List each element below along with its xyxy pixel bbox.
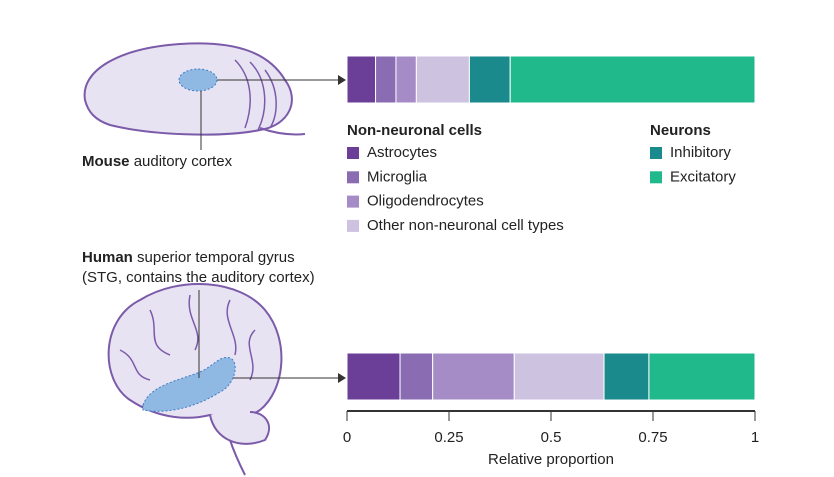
legend-label: Astrocytes — [367, 144, 437, 161]
bar-segment — [513, 352, 605, 401]
human-brain — [107, 283, 346, 476]
x-tick-label: 0 — [343, 429, 351, 446]
category-name: Mouse — [82, 153, 130, 170]
bar-segment — [375, 55, 397, 104]
bar-segment — [346, 352, 401, 401]
bar-segment — [346, 55, 377, 104]
legend-title: Neurons — [650, 122, 711, 139]
bar-segment — [509, 55, 756, 104]
legend-label: Excitatory — [670, 168, 736, 185]
legend-swatch — [650, 147, 662, 159]
legend-label: Inhibitory — [670, 144, 731, 161]
category-label: Mouse auditory cortex — [82, 153, 233, 170]
mouse-brain — [83, 42, 346, 150]
legend-title: Non-neuronal cells — [347, 122, 482, 139]
legend-swatch — [347, 195, 359, 208]
bar-segment — [395, 55, 417, 104]
legend-label: Microglia — [367, 168, 428, 185]
bar-segment — [468, 55, 511, 104]
bar-segment — [432, 352, 515, 401]
legend-swatch — [347, 147, 359, 159]
legend-label: Other non-neuronal cell types — [367, 217, 564, 234]
category-description: (STG, contains the auditory cortex) — [82, 269, 315, 286]
bar-segment — [648, 352, 756, 401]
x-tick-label: 0.5 — [541, 429, 562, 446]
category-label: (STG, contains the auditory cortex) — [82, 269, 315, 286]
x-tick-label: 0.25 — [434, 429, 463, 446]
category-description: superior temporal gyrus — [137, 249, 295, 266]
bar-segment — [415, 55, 470, 104]
bar-segment — [603, 352, 650, 401]
legend-label: Oligodendrocytes — [367, 193, 484, 210]
legend-swatch — [650, 171, 662, 184]
legend-swatch — [347, 171, 359, 184]
category-label: Human superior temporal gyrus — [82, 249, 295, 266]
category-description: auditory cortex — [134, 153, 233, 170]
category-name: Human — [82, 249, 133, 266]
bar-segment — [399, 352, 434, 401]
x-axis-label: Relative proportion — [488, 451, 614, 468]
legend-swatch — [347, 219, 359, 232]
x-tick-label: 0.75 — [638, 429, 667, 446]
x-tick-label: 1 — [751, 429, 759, 446]
